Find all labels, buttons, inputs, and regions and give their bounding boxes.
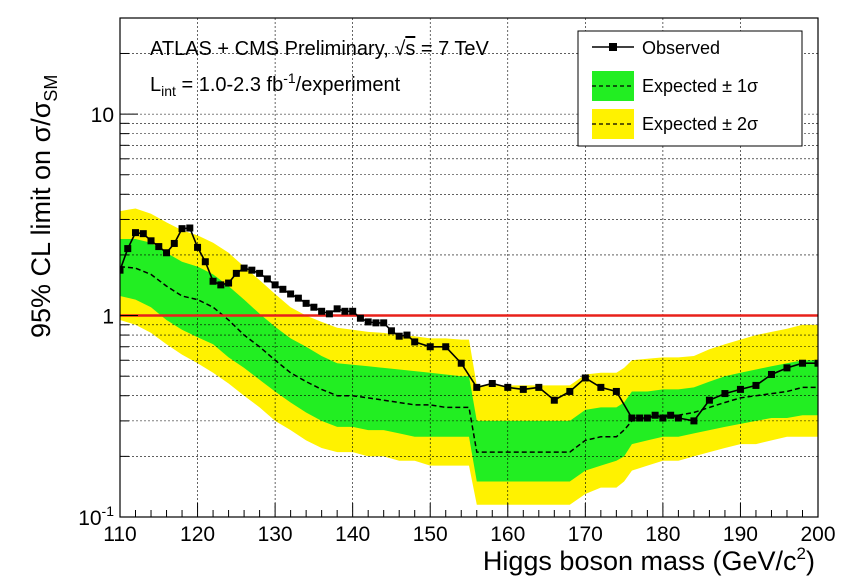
observed-point <box>814 359 818 367</box>
observed-point <box>721 390 729 398</box>
observed-point <box>294 294 302 302</box>
observed-point <box>674 414 682 422</box>
observed-point <box>341 307 349 315</box>
observed-point <box>736 385 744 393</box>
observed-point <box>256 269 264 277</box>
observed-point <box>442 343 450 351</box>
legend-2sigma-label: Expected ± 2σ <box>642 114 758 134</box>
observed-point <box>333 305 341 313</box>
x-tick-label: 110 <box>103 523 136 546</box>
observed-point <box>636 414 644 422</box>
observed-point <box>457 359 465 367</box>
observed-point <box>120 266 124 274</box>
x-axis-title: Higgs boson mass (GeV/c2) <box>483 544 815 576</box>
observed-point <box>248 266 256 274</box>
x-tick-label: 170 <box>568 523 603 546</box>
x-tick-label: 150 <box>413 523 448 546</box>
x-tick-label: 200 <box>800 523 835 546</box>
y-axis-title: 95% CL limit on σ/σSM <box>26 75 61 338</box>
observed-point <box>667 411 675 419</box>
observed-point <box>387 327 395 335</box>
observed-point <box>612 387 620 395</box>
legend-observed-marker <box>609 43 617 51</box>
observed-point <box>752 381 760 389</box>
observed-point <box>550 396 558 404</box>
observed-point <box>705 396 713 404</box>
observed-point <box>767 370 775 378</box>
observed-point <box>783 364 791 372</box>
observed-point <box>643 414 651 422</box>
observed-point <box>194 243 202 251</box>
expected-bands <box>120 208 818 505</box>
observed-point <box>581 374 589 382</box>
x-tick-label: 140 <box>335 523 370 546</box>
x-tick-label: 120 <box>180 523 215 546</box>
observed-point <box>263 275 271 283</box>
legend-observed-label: Observed <box>642 38 720 58</box>
observed-point <box>147 237 155 245</box>
y-tick-label: 10 <box>91 104 114 127</box>
x-tick-label: 190 <box>723 523 758 546</box>
observed-point <box>302 299 310 307</box>
y-tick-label: 1 <box>102 306 114 329</box>
sqrt-sign: √ <box>394 38 405 60</box>
observed-point <box>310 303 318 311</box>
legend-1sigma-label: Expected ± 1σ <box>642 76 758 96</box>
observed-point <box>318 307 326 315</box>
observed-point <box>411 338 419 346</box>
luminosity-label: Lint = 1.0-2.3 fb-1/experiment <box>150 70 401 99</box>
observed-point <box>426 343 434 351</box>
observed-point <box>201 258 209 266</box>
observed-point <box>240 264 248 272</box>
observed-point <box>170 239 178 247</box>
observed-point <box>225 279 233 287</box>
observed-point <box>356 314 364 322</box>
observed-point <box>488 379 496 387</box>
observed-point <box>597 383 605 391</box>
observed-point <box>395 332 403 340</box>
observed-point <box>403 331 411 339</box>
observed-point <box>279 285 287 293</box>
observed-point <box>651 411 659 419</box>
observed-point <box>132 229 140 237</box>
x-tick-label: 180 <box>645 523 680 546</box>
observed-point <box>628 414 636 422</box>
observed-point <box>217 281 225 289</box>
observed-point <box>504 383 512 391</box>
observed-point <box>271 281 279 289</box>
observed-point <box>380 319 388 327</box>
observed-point <box>659 414 667 422</box>
observed-point <box>178 225 186 233</box>
observed-point <box>287 290 295 298</box>
observed-point <box>519 385 527 393</box>
expected-2sigma-band <box>120 208 818 505</box>
y-tick-label: 10-1 <box>78 503 114 530</box>
observed-point <box>124 245 132 253</box>
expected-median-line <box>120 265 818 453</box>
observed-point <box>566 387 574 395</box>
observed-point <box>349 307 357 315</box>
x-tick-label: 160 <box>490 523 525 546</box>
limit-lines <box>120 224 818 453</box>
observed-point <box>372 319 380 327</box>
observed-point <box>690 417 698 425</box>
observed-point <box>535 383 543 391</box>
observed-point <box>473 383 481 391</box>
observed-point <box>798 359 806 367</box>
observed-point <box>209 277 217 285</box>
expected-1sigma-band <box>120 239 818 482</box>
observed-point <box>232 269 240 277</box>
observed-point <box>364 318 372 326</box>
observed-point <box>163 249 171 257</box>
plot-frame <box>119 17 819 518</box>
x-tick-label: 130 <box>258 523 293 546</box>
observed-point <box>186 224 194 232</box>
observed-point <box>325 310 333 318</box>
observed-point <box>155 243 163 251</box>
legend: Observed Expected ± 1σ Expected ± 2σ <box>577 30 803 147</box>
experiment-label: ATLAS + CMS Preliminary, √s = 7 TeV <box>150 38 490 60</box>
observed-point <box>139 230 147 238</box>
